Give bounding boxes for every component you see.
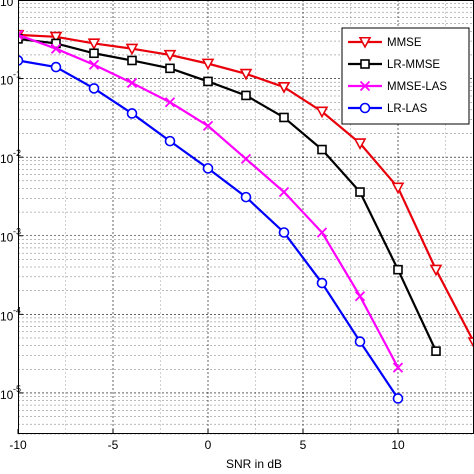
data-point-mmse-las xyxy=(50,43,62,54)
legend: MMSE LR-MMSE MMSE-LAS LR-LAS xyxy=(341,27,470,125)
data-point-mmse-las xyxy=(18,29,24,41)
data-point-mmse-las xyxy=(202,120,214,132)
data-point-mmse-las xyxy=(278,186,290,198)
data-point-lr-las xyxy=(354,336,366,347)
data-point-lr-mmse xyxy=(203,76,213,87)
x-tick-label: -10 xyxy=(9,438,27,452)
x-tick-label: 5 xyxy=(300,438,307,452)
series-mmse xyxy=(18,29,474,350)
data-point-mmse xyxy=(201,58,215,71)
y-tick-exponent: -1 xyxy=(13,70,21,80)
y-tick-exponent: -2 xyxy=(13,148,21,158)
data-point-lr-las xyxy=(164,135,176,147)
data-point-mmse xyxy=(391,182,405,195)
data-point-lr-mmse xyxy=(431,346,441,356)
y-tick-label: 10 -5 xyxy=(0,384,21,402)
data-point-mmse-las xyxy=(316,227,328,238)
data-point-lr-las xyxy=(126,108,138,119)
data-point-lr-mmse xyxy=(393,264,403,275)
data-point-mmse-las xyxy=(392,362,404,373)
legend-marker xyxy=(359,80,371,92)
data-point-mmse xyxy=(315,106,329,119)
y-tick-base: 10 xyxy=(0,388,14,402)
legend-item-mmse-las: MMSE-LAS xyxy=(348,80,447,93)
data-point-mmse-las xyxy=(164,97,176,108)
data-point-lr-las xyxy=(240,191,252,203)
y-tick-labels: 10-110-210-310-410-510 xyxy=(0,0,21,402)
data-point-lr-las xyxy=(88,83,100,94)
y-tick-base: 10 xyxy=(0,231,14,245)
data-point-lr-mmse xyxy=(241,90,251,101)
data-point-lr-las xyxy=(202,163,214,174)
data-point-mmse-las xyxy=(88,59,100,70)
x-tick-label: -5 xyxy=(108,438,119,452)
data-point-lr-mmse xyxy=(165,63,175,74)
data-point-lr-las xyxy=(50,61,62,73)
data-point-mmse xyxy=(49,31,63,44)
data-point-mmse xyxy=(163,49,177,62)
y-tick-label: 10 -2 xyxy=(0,148,21,166)
tick-marks xyxy=(17,78,399,434)
legend-marker xyxy=(360,59,370,69)
y-tick-exponent: -4 xyxy=(13,305,21,315)
data-point-lr-mmse xyxy=(317,144,327,155)
data-point-lr-las xyxy=(278,227,290,238)
legend-item-mmse: MMSE xyxy=(348,36,422,49)
data-point-lr-las xyxy=(392,393,404,404)
y-tick-exponent: -3 xyxy=(13,227,21,237)
y-tick-label-top: 10 xyxy=(0,0,14,9)
series-lr-las xyxy=(18,55,404,404)
data-point-mmse-las xyxy=(240,153,252,165)
data-point-mmse xyxy=(125,43,139,56)
y-tick-base: 10 xyxy=(0,309,14,323)
y-tick-base: 10 xyxy=(0,74,14,88)
x-tick-label: 10 xyxy=(391,438,405,452)
legend-label: LR-MMSE xyxy=(387,59,440,71)
legend-item-lr-las: LR-LAS xyxy=(348,102,428,115)
legend-marker xyxy=(359,102,371,114)
series-lr-mmse xyxy=(18,34,441,356)
x-tick-label: 0 xyxy=(205,438,212,452)
data-point-lr-las xyxy=(18,55,24,66)
data-point-lr-mmse xyxy=(127,55,137,66)
series-line-lr-mmse xyxy=(18,37,437,352)
y-tick-exponent: -5 xyxy=(13,384,21,394)
data-point-mmse xyxy=(87,38,101,51)
legend-marker xyxy=(358,36,372,49)
legend-label: MMSE-LAS xyxy=(387,81,447,93)
legend-item-lr-mmse: LR-MMSE xyxy=(348,59,440,71)
y-tick-label: 10 -4 xyxy=(0,305,21,323)
legend-label: LR-LAS xyxy=(387,103,428,115)
y-tick-base: 10 xyxy=(0,152,14,166)
series-mmse-las xyxy=(18,29,404,373)
data-point-mmse xyxy=(353,138,367,151)
data-point-mmse-las xyxy=(126,77,138,89)
data-point-lr-mmse xyxy=(89,48,99,59)
legend-label: MMSE xyxy=(387,37,422,49)
data-point-lr-mmse xyxy=(355,187,365,197)
y-tick-label: 10 -1 xyxy=(0,70,21,88)
y-tick-label: 10 -3 xyxy=(0,227,21,245)
x-axis-label: SNR in dB xyxy=(226,457,282,471)
data-point-mmse xyxy=(239,68,253,81)
series-layer xyxy=(18,29,474,404)
x-tick-labels: -10 -5 0 5 10 xyxy=(9,438,405,452)
data-point-mmse xyxy=(277,82,291,94)
data-point-mmse xyxy=(429,264,443,277)
data-point-mmse-las xyxy=(354,291,366,302)
data-point-lr-mmse xyxy=(279,112,289,123)
data-point-lr-las xyxy=(316,277,328,289)
data-point-mmse xyxy=(467,337,474,350)
